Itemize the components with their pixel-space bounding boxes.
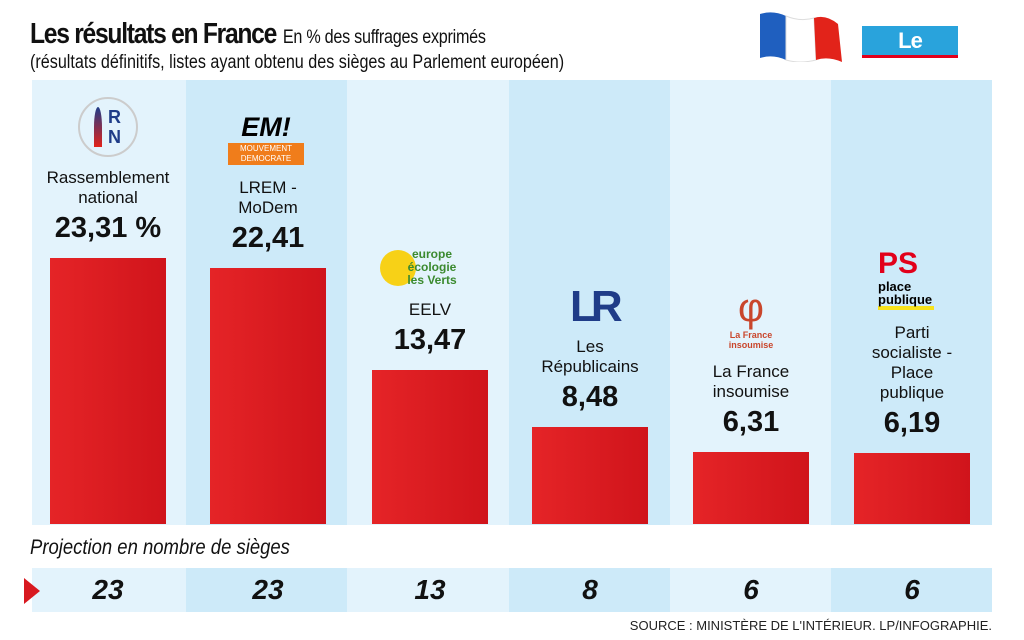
bar [210,268,326,524]
column-bg [670,80,831,525]
bar [532,427,648,524]
eelv-logo-text: europe écologie les Verts [407,247,457,287]
lfi-logo-icon: φ La France insoumise [718,286,784,350]
subtitle: (résultats définitifs, listes ayant obte… [30,52,565,73]
bar [372,370,488,524]
em-logo-text: EM! [241,112,291,142]
seats-bg [831,568,992,612]
rn-logo-icon: RN [78,97,138,157]
chart-title: Les résultats en France En % des suffrage… [30,18,486,51]
modem-logo-text: MOUVEMENT DEMOCRATE [228,143,304,165]
party-label: La France insoumise [676,362,826,402]
ps-logo-text: PS [878,247,919,280]
party-label-line: Place [890,363,934,383]
value-label: 8,48 [561,381,619,414]
party-label-line: national [78,188,138,207]
seats-bg [186,568,347,612]
eelv-logo-icon: europe écologie les Verts [378,246,482,290]
party-label: Parti socialiste - Place publique [837,323,987,403]
party-label-line: socialiste - [871,343,953,363]
bar [693,451,809,524]
party-label-line: La France [712,361,790,381]
party-label: EELV [355,300,505,320]
seat-count: 23 [252,574,284,605]
pp-logo-text: place publique [878,280,934,310]
value-label: 22,41 [231,222,305,255]
party-label: LREM - MoDem [193,178,343,218]
source-note: SOURCE : MINISTÈRE DE L'INTÉRIEUR. LP/IN… [629,618,992,633]
party-label-line: EELV [408,300,452,320]
bar [50,258,166,524]
bar [854,453,970,524]
seat-count: 23 [92,574,124,605]
value-label: 13,47 [393,324,467,357]
rn-logo-text: RN [108,107,121,147]
party-label-line: LREM - [239,178,297,198]
unit-text: En % des suffrages exprimés [282,27,486,48]
lfi-logo-text: La France insoumise [728,330,774,350]
party-label-line: insoumise [712,381,790,401]
em-logo-icon: EM! MOUVEMENT DEMOCRATE [228,112,304,165]
party-label-line: publique [879,383,945,403]
party-label-line: Les [576,337,604,357]
seat-count: 6 [904,574,920,605]
lr-logo-icon: LR [570,282,623,331]
party-label-line: Républicains [541,357,639,377]
seat-count: 6 [743,574,759,605]
party-label-line: Rassemblement [46,168,170,187]
party-label: Les Républicains [515,337,665,377]
le-parisien-logo: Le Parisien [862,26,958,83]
value-label: 6,31 [722,405,780,438]
party-label-line: MoDem [238,198,298,218]
party-label-line: Parti [894,323,930,343]
value-label: 6,19 [883,407,941,440]
french-flag-icon [760,12,842,62]
seat-count: 13 [414,574,446,605]
title-text: Les résultats en France [30,18,277,50]
column-bg [831,80,992,525]
party-label: Rassemblement national [33,168,183,208]
seats-bg [509,568,670,612]
projection-title: Projection en nombre de sièges [30,536,290,559]
seat-count: 8 [582,574,598,605]
ps-logo-icon: PS place publique [878,248,944,310]
arrow-icon [24,578,40,604]
value-label: 23,31 % [54,212,162,244]
